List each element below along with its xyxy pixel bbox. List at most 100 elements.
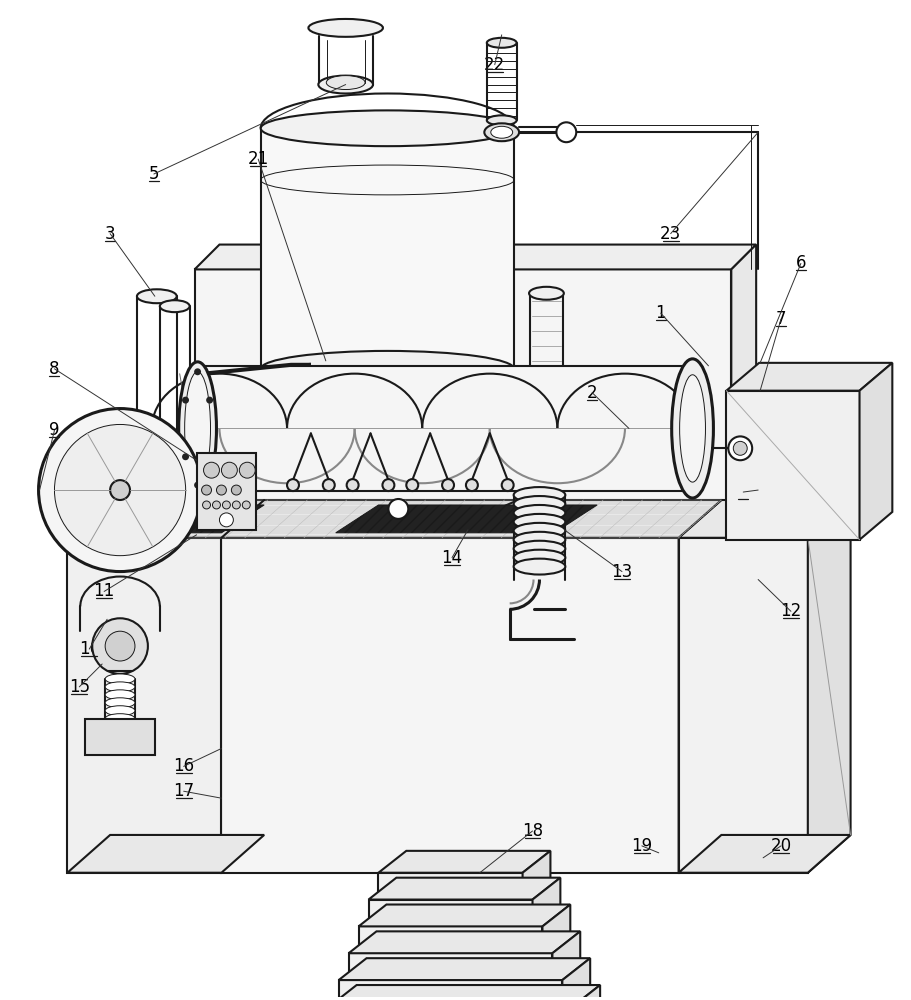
Circle shape — [201, 485, 211, 495]
Polygon shape — [678, 538, 807, 873]
Ellipse shape — [105, 682, 135, 692]
Polygon shape — [678, 835, 850, 873]
Polygon shape — [348, 953, 552, 980]
Polygon shape — [261, 128, 513, 369]
Text: 7: 7 — [775, 310, 785, 328]
Polygon shape — [522, 851, 550, 900]
Circle shape — [232, 501, 241, 509]
Polygon shape — [858, 363, 891, 540]
Circle shape — [203, 462, 220, 478]
Circle shape — [442, 479, 454, 491]
Ellipse shape — [670, 359, 712, 498]
Polygon shape — [542, 905, 569, 953]
Circle shape — [388, 499, 408, 519]
Text: 8: 8 — [49, 360, 59, 378]
Text: 10: 10 — [78, 640, 99, 658]
Ellipse shape — [513, 532, 565, 548]
Polygon shape — [378, 873, 522, 900]
Circle shape — [732, 441, 746, 455]
Polygon shape — [338, 958, 589, 980]
Ellipse shape — [490, 126, 512, 138]
Text: 18: 18 — [521, 822, 542, 840]
Text: 21: 21 — [247, 150, 269, 168]
Polygon shape — [194, 269, 731, 548]
Text: 9: 9 — [49, 421, 59, 439]
Text: 22: 22 — [484, 56, 505, 74]
Text: 6: 6 — [794, 254, 805, 272]
Ellipse shape — [513, 496, 565, 512]
Polygon shape — [572, 985, 599, 1000]
Circle shape — [221, 462, 237, 478]
Circle shape — [239, 462, 255, 478]
Ellipse shape — [105, 674, 135, 684]
Polygon shape — [86, 719, 155, 755]
Ellipse shape — [137, 289, 177, 303]
Ellipse shape — [486, 38, 516, 48]
Ellipse shape — [513, 505, 565, 521]
Text: 15: 15 — [68, 678, 90, 696]
Ellipse shape — [179, 362, 216, 495]
Text: 12: 12 — [780, 602, 801, 620]
Circle shape — [222, 501, 230, 509]
Ellipse shape — [528, 287, 563, 300]
Ellipse shape — [326, 76, 364, 90]
Circle shape — [206, 397, 213, 404]
Polygon shape — [358, 905, 569, 926]
Ellipse shape — [513, 559, 565, 575]
Ellipse shape — [486, 115, 516, 125]
Polygon shape — [807, 500, 850, 873]
Text: 4: 4 — [737, 483, 748, 501]
Circle shape — [105, 631, 135, 661]
Text: 19: 19 — [630, 837, 651, 855]
Text: 23: 23 — [660, 225, 681, 243]
Ellipse shape — [513, 541, 565, 557]
Text: 11: 11 — [94, 582, 115, 600]
Polygon shape — [67, 538, 221, 873]
Polygon shape — [67, 835, 264, 873]
Polygon shape — [368, 878, 559, 900]
Polygon shape — [338, 980, 562, 1000]
Text: 20: 20 — [770, 837, 791, 855]
Ellipse shape — [513, 550, 565, 566]
Circle shape — [501, 479, 513, 491]
Circle shape — [406, 479, 418, 491]
Circle shape — [231, 485, 241, 495]
Polygon shape — [221, 538, 678, 873]
Polygon shape — [562, 958, 589, 1000]
Circle shape — [182, 453, 189, 460]
Circle shape — [346, 479, 358, 491]
Polygon shape — [449, 495, 565, 530]
Circle shape — [728, 436, 752, 460]
Ellipse shape — [513, 523, 565, 539]
Circle shape — [206, 453, 213, 460]
Polygon shape — [725, 391, 858, 540]
Circle shape — [287, 479, 299, 491]
Text: 13: 13 — [610, 563, 632, 581]
Circle shape — [556, 122, 576, 142]
Circle shape — [92, 618, 148, 674]
Ellipse shape — [261, 110, 514, 146]
Ellipse shape — [105, 698, 135, 708]
Circle shape — [220, 513, 233, 527]
Ellipse shape — [513, 514, 565, 530]
Circle shape — [182, 397, 189, 404]
Polygon shape — [725, 363, 891, 391]
Polygon shape — [329, 985, 599, 1000]
Ellipse shape — [159, 300, 189, 312]
Polygon shape — [348, 931, 579, 953]
Polygon shape — [532, 878, 559, 926]
Polygon shape — [194, 245, 755, 269]
Text: 2: 2 — [586, 384, 597, 402]
Ellipse shape — [105, 706, 135, 716]
Circle shape — [194, 368, 200, 375]
Text: 16: 16 — [173, 757, 194, 775]
Text: 3: 3 — [105, 225, 116, 243]
Circle shape — [55, 424, 186, 556]
Polygon shape — [678, 500, 850, 538]
Ellipse shape — [308, 19, 383, 37]
Ellipse shape — [105, 714, 135, 724]
Ellipse shape — [484, 123, 518, 141]
Polygon shape — [368, 900, 532, 926]
Ellipse shape — [679, 375, 705, 482]
Circle shape — [466, 479, 477, 491]
